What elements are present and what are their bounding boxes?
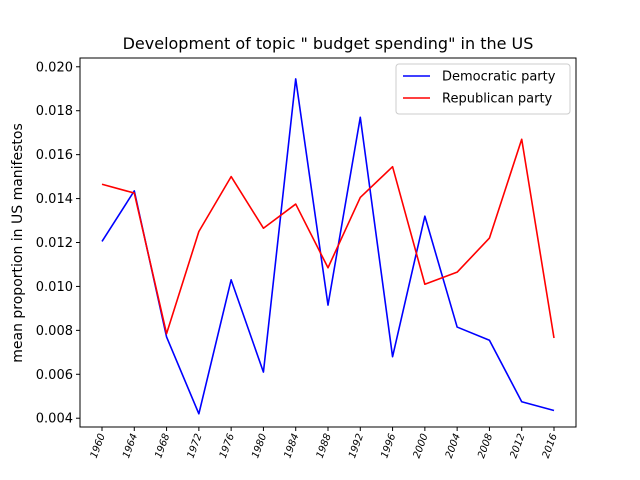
y-tick-label: 0.014 [36,192,73,207]
y-tick-label: 0.004 [36,412,73,427]
y-tick-label: 0.008 [36,324,73,339]
plot-area: 0.004 0.006 0.008 0.010 0.012 0.014 0.016 0.018… [36,57,577,460]
x-tick-label: 2016 [541,432,560,460]
x-tick-label: 1972 [186,432,205,460]
legend-label-0: Democratic party [442,70,556,85]
x-tick-label: 1976 [218,432,237,460]
x-tick-label: 2008 [476,432,495,460]
x-tick-label: 2012 [508,432,527,460]
y-axis-label: mean proportion in US manifestos [10,123,26,363]
legend: Democratic party Republican party [395,63,571,115]
y-tick-label: 0.006 [36,368,73,383]
y-tick-label: 0.018 [36,104,73,119]
x-tick-label: 1980 [250,432,269,460]
series-line-1 [101,138,555,339]
y-tick-label: 0.016 [36,148,73,163]
series-line-0 [101,78,555,415]
x-tick-label: 2004 [444,432,463,460]
y-tick-label: 0.010 [36,280,73,295]
legend-box [395,63,571,115]
legend-label-1: Republican party [442,92,553,107]
x-tick-label: 1968 [153,432,172,460]
y-tick-label: 0.020 [36,60,73,75]
y-tick-label: 0.012 [36,236,73,251]
chart-title: Development of topic " budget spending" … [123,34,534,53]
x-tick-label: 1984 [282,432,301,460]
x-tick-label: 1996 [379,432,398,460]
x-tick-label: 2000 [412,432,431,460]
x-tick-label: 1964 [121,432,140,460]
x-tick-label: 1960 [89,432,108,460]
x-tick-label: 1992 [347,432,366,460]
x-tick-label: 1988 [315,432,334,460]
